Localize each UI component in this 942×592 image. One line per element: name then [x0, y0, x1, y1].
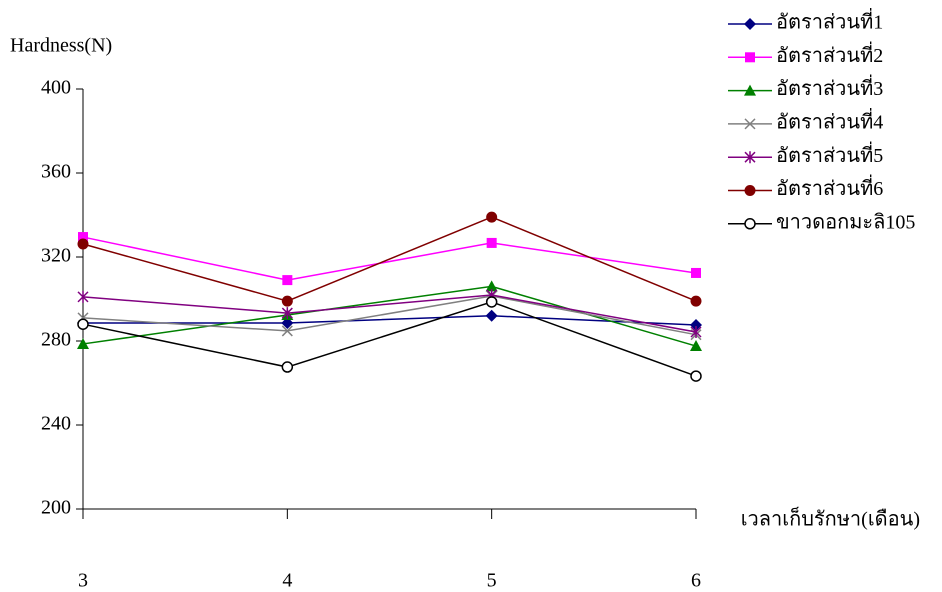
marker-shape — [487, 238, 497, 248]
chart: Hardness(N) เวลาเก็บรักษา(เดือน) 200 240 2… — [0, 0, 942, 592]
marker-shape — [745, 219, 755, 229]
legend-label: ขาวดอกมะลิ105 — [776, 211, 915, 233]
legend-label: อัตราส่วนที่3 — [776, 74, 883, 100]
marker-shape — [78, 319, 88, 329]
marker — [486, 310, 498, 322]
marker-shape — [282, 362, 292, 372]
legend-label: อัตราส่วนที่6 — [776, 174, 883, 200]
marker-shape — [745, 185, 756, 196]
marker-shape — [691, 296, 702, 307]
marker-shape — [691, 268, 701, 278]
marker — [487, 238, 497, 248]
marker-shape — [487, 297, 497, 307]
x-tick-label: 6 — [691, 570, 701, 592]
marker-shape — [744, 18, 756, 30]
legend-label: อัตราส่วนที่5 — [776, 141, 883, 167]
marker-shape — [282, 275, 292, 285]
y-tick-label: 360 — [41, 161, 71, 183]
marker — [282, 362, 292, 372]
marker — [487, 297, 497, 307]
legend-label: อัตราส่วนที่1 — [776, 8, 883, 34]
marker-shape — [745, 52, 755, 62]
y-tick-label: 240 — [41, 413, 71, 435]
marker-shape — [282, 296, 293, 307]
x-tick-label: 3 — [78, 570, 88, 592]
x-tick-label: 5 — [487, 570, 497, 592]
marker-shape — [78, 238, 89, 249]
y-tick-label: 200 — [41, 497, 71, 519]
marker-shape — [486, 212, 497, 223]
marker — [691, 371, 701, 381]
marker — [745, 219, 755, 229]
marker — [486, 212, 497, 223]
marker-shape — [486, 310, 498, 322]
marker-shape — [691, 371, 701, 381]
y-tick-label: 400 — [41, 77, 71, 99]
marker — [745, 185, 756, 196]
y-tick-label: 320 — [41, 245, 71, 267]
y-axis-title: Hardness(N) — [10, 35, 112, 57]
x-axis-title: เวลาเก็บรักษา(เดือน) — [741, 506, 920, 531]
marker — [691, 296, 702, 307]
legend-label: อัตราส่วนที่4 — [776, 107, 883, 133]
x-tick-label: 4 — [282, 570, 292, 592]
marker — [744, 18, 756, 30]
marker — [745, 52, 755, 62]
marker — [78, 238, 89, 249]
marker — [282, 275, 292, 285]
series-line — [83, 286, 696, 346]
marker — [691, 268, 701, 278]
legend-label: อัตราส่วนที่2 — [776, 41, 883, 67]
marker — [78, 319, 88, 329]
y-tick-label: 280 — [41, 329, 71, 351]
marker — [282, 296, 293, 307]
